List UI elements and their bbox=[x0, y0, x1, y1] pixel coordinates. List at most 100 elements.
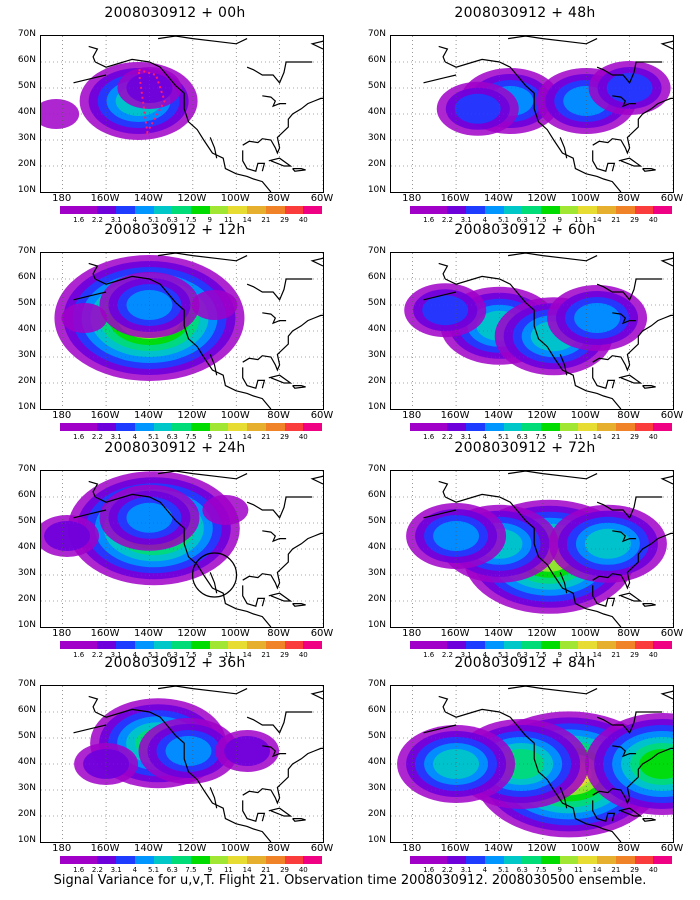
lon-tick-label: 140W bbox=[133, 193, 163, 204]
colorbar-swatch bbox=[247, 206, 266, 214]
colorbar-label: 29 bbox=[630, 433, 640, 441]
colorbar-label: 40 bbox=[298, 651, 308, 659]
colorbar-swatch bbox=[522, 856, 542, 864]
lat-tick-label: 40N bbox=[367, 324, 386, 334]
colorbar-swatch bbox=[653, 856, 673, 864]
lon-tick-label: 180 bbox=[402, 193, 422, 204]
coastline bbox=[508, 36, 598, 45]
colorbar-label: 9 bbox=[207, 216, 212, 224]
colorbar-swatch bbox=[153, 206, 173, 214]
coastline bbox=[268, 374, 293, 384]
coastline bbox=[592, 585, 616, 607]
colorbar-swatch bbox=[447, 856, 467, 864]
colorbar-swatch bbox=[209, 423, 229, 431]
colorbar-label: 9 bbox=[557, 433, 562, 441]
coastline bbox=[612, 530, 637, 543]
colorbar-swatch bbox=[97, 641, 117, 649]
colorbar-swatch bbox=[428, 206, 448, 214]
panel-title: 2008030912 + 00h bbox=[104, 5, 246, 21]
lat-tick-label: 50N bbox=[367, 81, 386, 91]
lat-tick-label: 10N bbox=[367, 185, 386, 195]
variance-map bbox=[390, 252, 674, 410]
lat-tick-label: 20N bbox=[367, 594, 386, 604]
colorbar-swatch bbox=[466, 856, 485, 864]
coastline bbox=[310, 257, 323, 267]
colorbar-label: 21 bbox=[261, 216, 271, 224]
coastline bbox=[262, 745, 287, 758]
colorbar-label: 4 bbox=[482, 216, 488, 224]
colorbar-label: 6.3 bbox=[166, 433, 178, 441]
panel-title: 2008030912 + 48h bbox=[454, 5, 596, 21]
colorbar-swatch bbox=[428, 423, 448, 431]
colorbar-label: 9 bbox=[207, 433, 212, 441]
variance-contour bbox=[191, 290, 238, 320]
lon-tick-label: 60W bbox=[310, 843, 334, 854]
colorbar-label: 7.5 bbox=[535, 433, 547, 441]
colorbar-swatch bbox=[559, 423, 579, 431]
colorbar-label: 29 bbox=[630, 216, 640, 224]
lat-tick-label: 70N bbox=[17, 246, 36, 256]
lon-tick-label: 120W bbox=[527, 843, 557, 854]
colorbar-swatch bbox=[134, 423, 154, 431]
coastline bbox=[94, 708, 272, 842]
colorbar-swatch bbox=[653, 206, 673, 214]
lat-tick-label: 40N bbox=[17, 542, 36, 552]
colorbar-swatch bbox=[503, 641, 523, 649]
colorbar-label: 2.2 bbox=[91, 216, 103, 224]
coastline bbox=[209, 572, 218, 594]
lon-tick-label: 120W bbox=[527, 410, 557, 421]
colorbar-swatch bbox=[615, 206, 635, 214]
colorbar-label: 40 bbox=[298, 866, 308, 874]
map-panel: 2008030912 + 72h 70N 60N 50N 40N 30N 20N 10N 180… bbox=[355, 440, 695, 659]
lat-tick-label: 10N bbox=[367, 835, 386, 845]
lat-tick-label: 10N bbox=[17, 835, 36, 845]
coastline bbox=[660, 40, 673, 50]
coastline bbox=[438, 262, 449, 280]
lat-tick-label: 50N bbox=[17, 516, 36, 526]
colorbar-swatch bbox=[191, 641, 210, 649]
lat-tick-label: 70N bbox=[17, 464, 36, 474]
colorbar-label: 5.1 bbox=[147, 651, 160, 659]
colorbar-swatch bbox=[191, 206, 210, 214]
colorbar-label: 3.1 bbox=[460, 216, 472, 224]
colorbar-swatch bbox=[191, 856, 210, 864]
colorbar-swatch bbox=[447, 206, 467, 214]
colorbar-label: 9 bbox=[207, 651, 212, 659]
coastline bbox=[642, 385, 656, 389]
coastline bbox=[73, 291, 107, 301]
coastline bbox=[660, 475, 673, 485]
colorbar-swatch bbox=[172, 641, 192, 649]
coastline bbox=[246, 711, 313, 734]
colorbar-label: 5.1 bbox=[147, 866, 160, 874]
coastline bbox=[642, 818, 656, 822]
coastline bbox=[73, 509, 107, 519]
colorbar-swatch bbox=[578, 641, 598, 649]
lat-tick-label: 20N bbox=[367, 159, 386, 169]
coastline bbox=[242, 150, 266, 172]
colorbar-label: 9 bbox=[557, 866, 562, 874]
variance-map bbox=[40, 685, 324, 843]
lon-tick-label: 100W bbox=[570, 843, 600, 854]
lon-tick-label: 80W bbox=[617, 628, 640, 639]
colorbar-swatch bbox=[410, 641, 429, 649]
colorbar-label: 5.1 bbox=[497, 866, 510, 874]
colorbar-swatch bbox=[172, 856, 192, 864]
coastline bbox=[242, 367, 266, 389]
lon-tick-label: 140W bbox=[483, 193, 513, 204]
colorbar-label: 1.6 bbox=[423, 216, 435, 224]
colorbar-swatch bbox=[578, 423, 598, 431]
coastline bbox=[618, 157, 643, 167]
coastline bbox=[262, 95, 287, 108]
colorbar bbox=[410, 641, 673, 649]
lat-tick-label: 30N bbox=[17, 568, 36, 578]
colorbar-label: 4 bbox=[132, 866, 138, 874]
coastline bbox=[268, 157, 293, 167]
lon-tick-label: 120W bbox=[177, 628, 207, 639]
coastline bbox=[310, 475, 323, 485]
colorbar-swatch bbox=[116, 423, 135, 431]
colorbar-swatch bbox=[653, 423, 673, 431]
colorbar-label: 14 bbox=[242, 216, 252, 224]
lat-tick-label: 60N bbox=[17, 705, 36, 715]
colorbar-label: 1.6 bbox=[73, 433, 85, 441]
colorbar-swatch bbox=[541, 206, 560, 214]
